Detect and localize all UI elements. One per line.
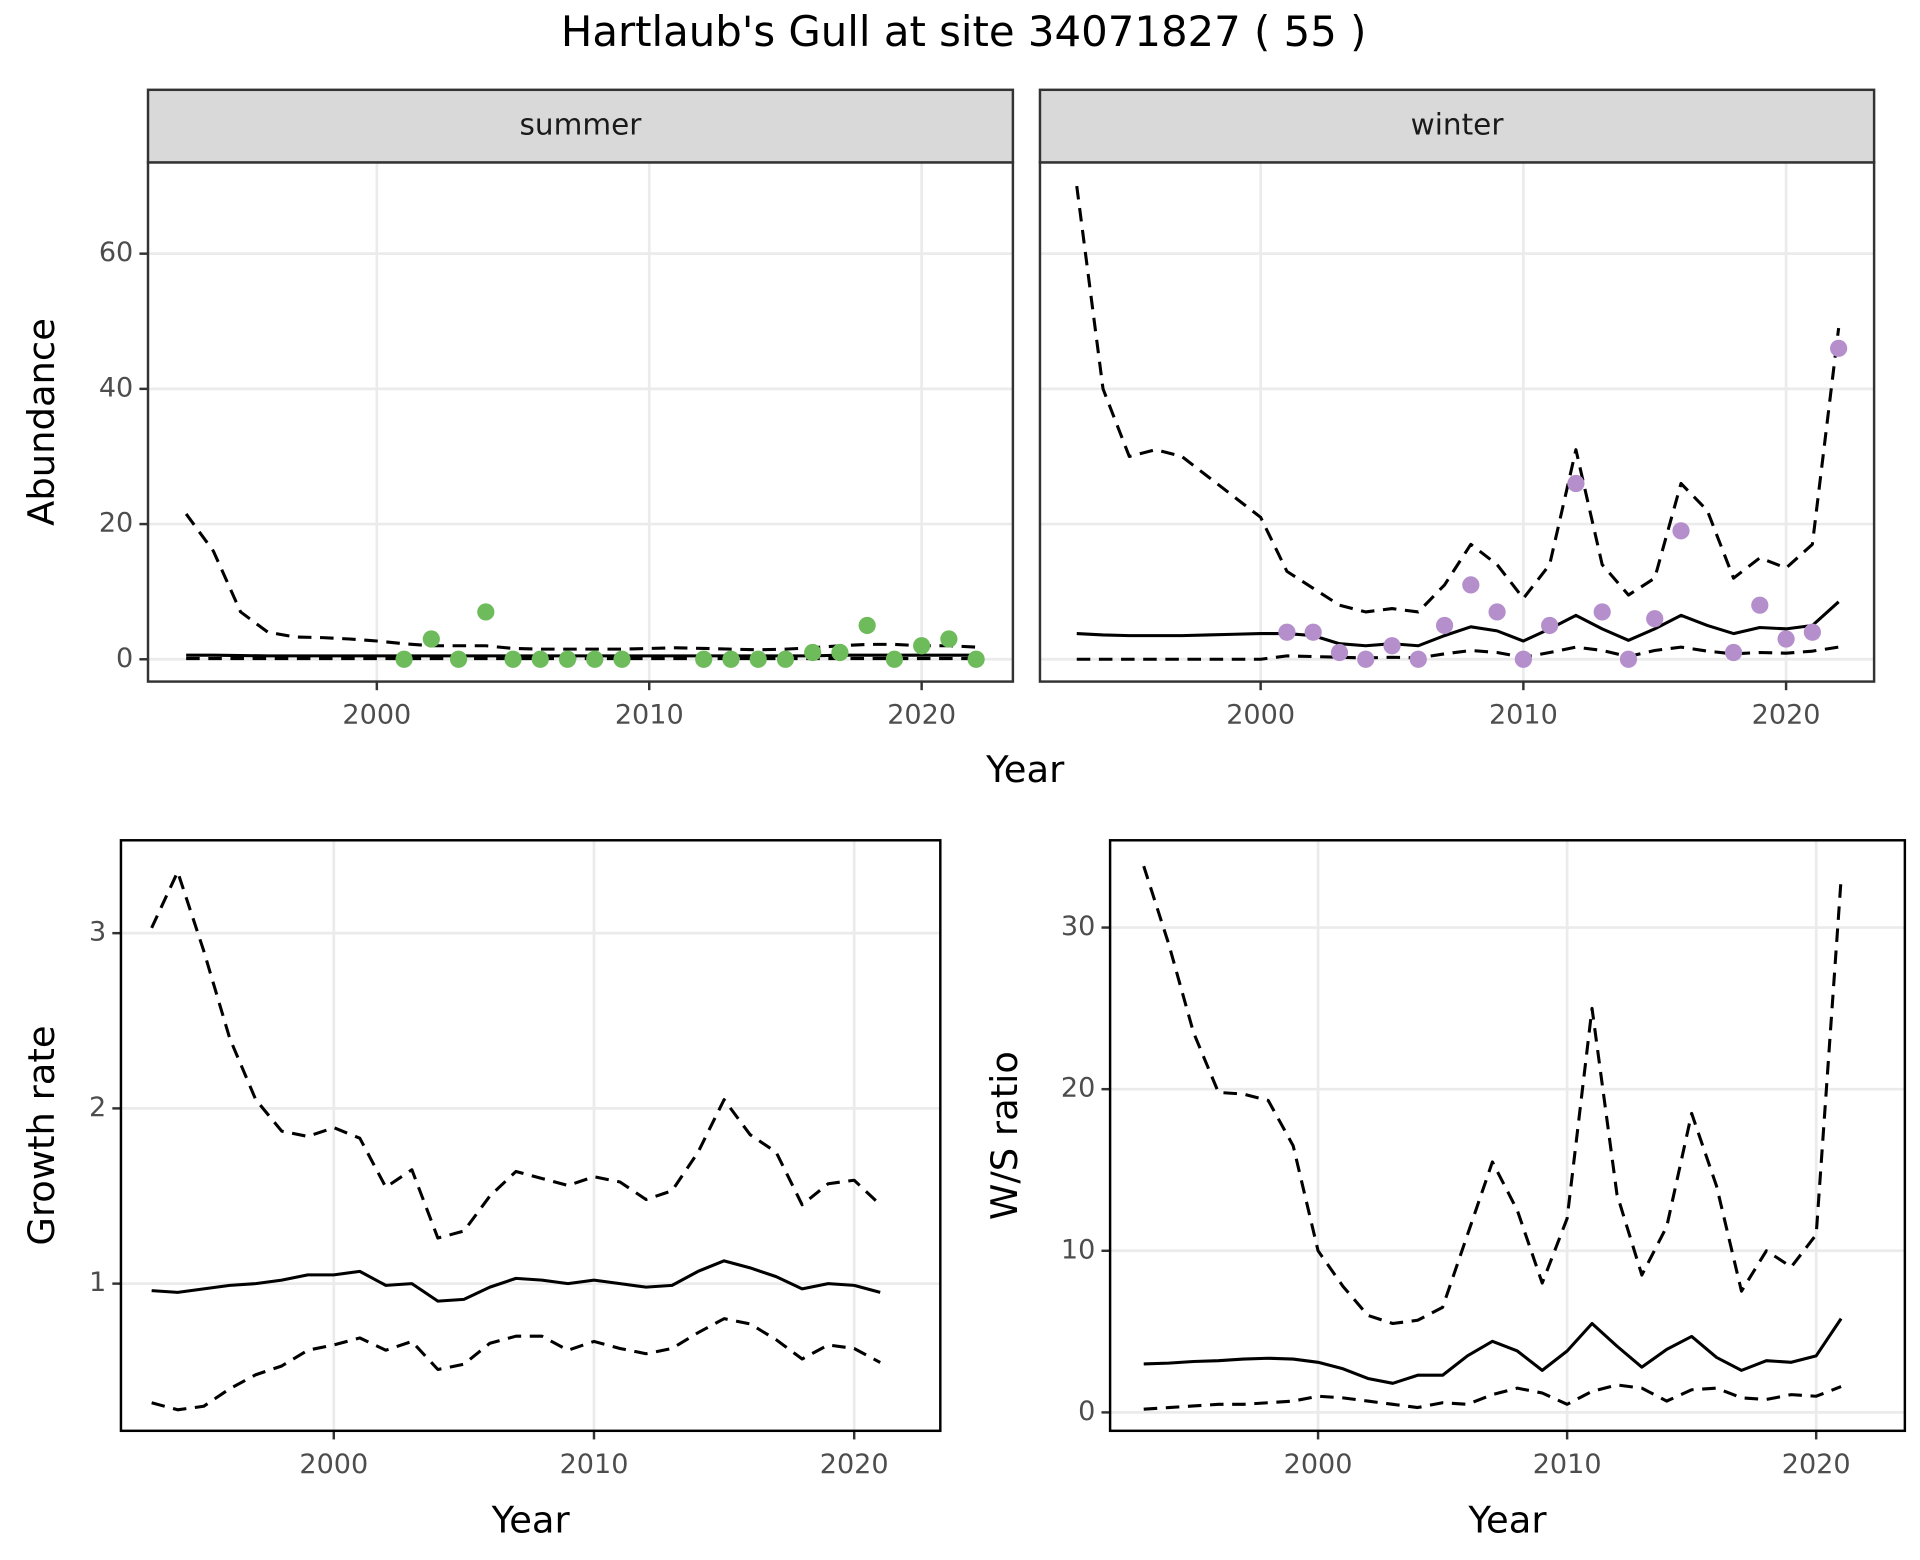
count-point <box>1409 650 1427 668</box>
count-point <box>1514 650 1532 668</box>
count-point <box>1593 603 1611 621</box>
x-tick-label: 2000 <box>342 700 411 731</box>
x-tick-label: 2000 <box>1284 1449 1353 1480</box>
y-tick-label: 0 <box>1078 1396 1095 1427</box>
y-tick-label: 1 <box>89 1267 106 1298</box>
count-point <box>1330 643 1349 662</box>
x-tick-label: 2010 <box>1489 700 1558 731</box>
count-point <box>1751 596 1769 614</box>
count-point <box>613 650 631 668</box>
x-axis-title: Year <box>491 1498 571 1541</box>
count-point <box>1567 474 1585 493</box>
count-point <box>477 603 495 621</box>
count-point <box>1672 522 1690 540</box>
y-tick-label: 2 <box>89 1092 106 1123</box>
interval-line <box>1075 185 1841 614</box>
x-tick-label: 2020 <box>820 1449 889 1480</box>
facet-label: winter <box>1411 108 1505 142</box>
count-point <box>586 650 604 668</box>
y-tick-label: 20 <box>99 508 133 539</box>
count-point <box>1357 650 1375 668</box>
count-point <box>1646 610 1664 628</box>
figure-title: Hartlaub's Gull at site 34071827 ( 55 ) <box>561 7 1367 56</box>
x-tick-label: 2000 <box>299 1449 368 1480</box>
interval-line <box>1076 645 1839 661</box>
x-tick-label: 2010 <box>560 1449 629 1480</box>
count-point <box>1435 616 1454 635</box>
count-point <box>804 643 822 662</box>
count-point <box>449 650 468 668</box>
count-point <box>1724 643 1743 662</box>
count-point <box>1541 616 1559 635</box>
interval-line <box>1142 865 1843 1326</box>
count-point <box>504 650 522 668</box>
interval-line <box>150 870 882 1240</box>
count-point <box>776 650 795 668</box>
count-point <box>1777 630 1795 648</box>
count-point <box>1462 576 1480 594</box>
count-point <box>695 650 713 668</box>
panel-border <box>1108 839 1907 1433</box>
count-point <box>1383 637 1401 655</box>
count-point <box>558 650 577 668</box>
x-tick-label: 2020 <box>887 700 956 731</box>
count-point <box>395 650 413 668</box>
y-tick-label: 3 <box>89 917 106 948</box>
count-point <box>531 650 549 668</box>
x-tick-label: 2000 <box>1226 700 1295 731</box>
y-axis-title: Abundance <box>20 318 63 526</box>
count-point <box>967 650 985 668</box>
interval-line <box>1143 1383 1842 1411</box>
x-tick-label: 2020 <box>1752 700 1821 731</box>
facet-strip <box>146 88 1015 164</box>
count-point <box>831 643 849 662</box>
count-point <box>885 650 904 668</box>
count-point <box>1304 623 1322 641</box>
count-point <box>722 650 740 668</box>
count-point <box>1488 603 1506 621</box>
count-point <box>1278 623 1296 641</box>
facet-label: summer <box>520 108 643 142</box>
x-tick-label: 2020 <box>1782 1449 1851 1480</box>
facet-strip <box>1038 88 1876 164</box>
y-tick-label: 30 <box>1061 911 1095 942</box>
count-point <box>1830 339 1848 357</box>
y-tick-label: 10 <box>1061 1234 1095 1265</box>
estimate-line <box>1143 1317 1843 1385</box>
x-tick-label: 2010 <box>615 700 684 731</box>
count-point <box>749 650 767 668</box>
estimate-line <box>1076 600 1840 648</box>
y-axis-title: W/S ratio <box>983 1051 1026 1220</box>
count-point <box>940 630 958 648</box>
count-point <box>1619 650 1638 668</box>
x-axis-title: Year <box>985 748 1065 791</box>
panel-border <box>119 839 942 1433</box>
count-point <box>422 630 440 648</box>
y-tick-label: 20 <box>1061 1073 1095 1104</box>
count-point <box>913 637 931 655</box>
y-tick-label: 40 <box>99 372 133 403</box>
interval-line <box>151 1317 881 1412</box>
count-point <box>1803 623 1821 641</box>
x-axis-title: Year <box>1467 1498 1547 1541</box>
y-tick-label: 0 <box>116 643 133 674</box>
y-tick-label: 60 <box>99 237 133 268</box>
estimate-line <box>186 653 977 658</box>
count-point <box>858 616 876 635</box>
x-tick-label: 2010 <box>1533 1449 1602 1480</box>
estimate-line <box>151 1259 881 1303</box>
y-axis-title: Growth rate <box>20 1025 63 1245</box>
